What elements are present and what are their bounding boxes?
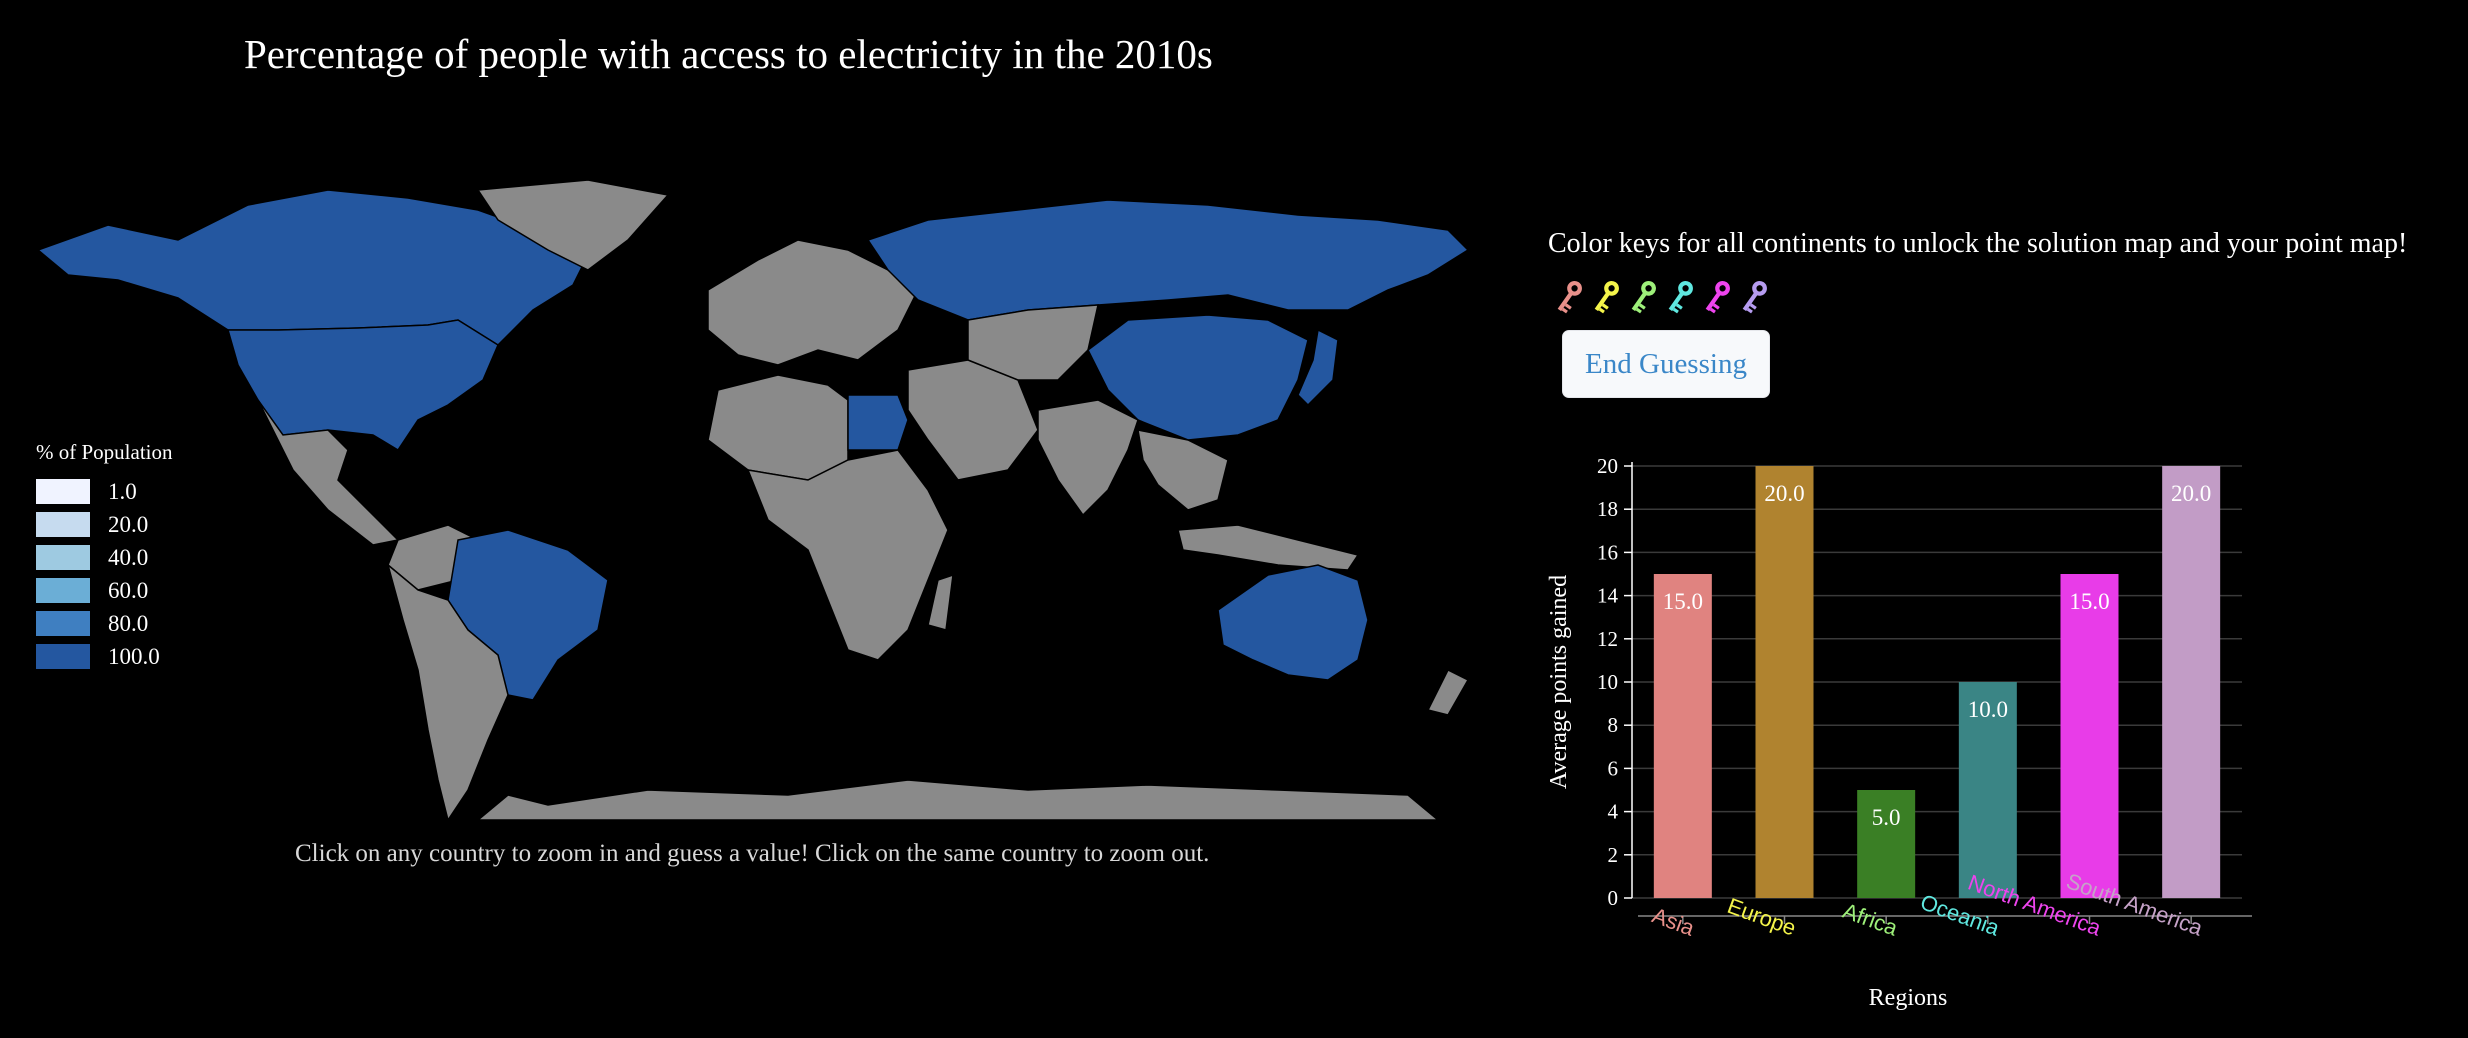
country-europe[interactable]	[707, 239, 919, 366]
legend-item: 20.0	[36, 508, 256, 541]
y-tick-label: 14	[1597, 584, 1619, 608]
country-southeast-asia[interactable]	[1137, 429, 1229, 511]
country-greenland[interactable]	[476, 180, 670, 271]
legend-item: 80.0	[36, 607, 256, 640]
north-america-key-icon	[1705, 280, 1730, 314]
country-madagascar[interactable]	[927, 573, 954, 631]
x-category-label: Europe	[1724, 893, 1799, 941]
world-map[interactable]	[28, 180, 1478, 820]
map-instructions: Click on any country to zoom in and gues…	[295, 840, 1210, 867]
country-india[interactable]	[1037, 399, 1139, 517]
legend-item: 100.0	[36, 640, 256, 673]
bar-south-america	[2162, 466, 2221, 898]
y-tick-label: 4	[1608, 800, 1619, 824]
bar-oceania	[1958, 682, 2017, 898]
y-tick-label: 2	[1608, 843, 1619, 867]
legend-label: 20.0	[108, 511, 149, 537]
end-guessing-button[interactable]: End Guessing	[1562, 330, 1770, 398]
legend-item: 1.0	[36, 475, 256, 508]
x-category-label: Africa	[1840, 898, 1902, 941]
bar-value-label: 15.0	[1663, 589, 1703, 614]
y-tick-label: 6	[1608, 756, 1619, 780]
country-south-america-rest[interactable]	[386, 562, 509, 820]
bar-africa	[1857, 790, 1916, 898]
country-canada[interactable]	[36, 189, 590, 346]
bar-value-label: 15.0	[2069, 589, 2109, 614]
europe-key-icon	[1594, 280, 1619, 314]
country-africa-south[interactable]	[746, 449, 949, 661]
country-japan[interactable]	[1297, 328, 1339, 407]
x-axis-title: Regions	[1869, 985, 1948, 1011]
y-tick-label: 8	[1608, 713, 1619, 737]
country-australia[interactable]	[1217, 564, 1369, 681]
continent-keys	[1552, 278, 1770, 316]
country-indonesia[interactable]	[1177, 524, 1360, 571]
y-tick-label: 10	[1597, 670, 1618, 694]
y-axis-title: Average points gained	[1546, 575, 1572, 789]
legend-swatch	[36, 545, 90, 570]
legend-swatch	[36, 644, 90, 669]
legend-swatch	[36, 578, 90, 603]
legend-label: 1.0	[108, 478, 137, 504]
south-america-key-icon	[1742, 280, 1767, 314]
legend-label: 100.0	[108, 643, 160, 669]
keys-instructions: Color keys for all continents to unlock …	[1548, 228, 2408, 259]
legend-swatch	[36, 611, 90, 636]
page-title: Percentage of people with access to elec…	[244, 31, 1213, 77]
country-mexico[interactable]	[257, 399, 400, 546]
bar-value-label: 10.0	[1968, 697, 2008, 722]
bar-asia	[1653, 574, 1712, 898]
x-category-label: Asia	[1649, 903, 1698, 941]
legend-item: 40.0	[36, 541, 256, 574]
bar-value-label: 20.0	[2171, 481, 2211, 506]
country-central-asia[interactable]	[967, 304, 1099, 381]
africa-key-icon	[1631, 280, 1656, 314]
y-tick-label: 0	[1608, 886, 1619, 910]
country-egypt[interactable]	[847, 394, 909, 451]
country-china[interactable]	[1087, 314, 1309, 441]
country-new-zealand[interactable]	[1426, 668, 1470, 716]
y-tick-label: 12	[1597, 627, 1618, 651]
bar-north-america	[2060, 574, 2119, 898]
legend-label: 40.0	[108, 544, 149, 570]
oceania-key-icon	[1668, 280, 1693, 314]
legend-swatch	[36, 479, 90, 504]
y-tick-label: 18	[1597, 497, 1618, 521]
legend-swatch	[36, 512, 90, 537]
bar-europe	[1755, 466, 1814, 898]
asia-key-icon	[1557, 280, 1582, 314]
bar-value-label: 5.0	[1872, 805, 1901, 830]
legend-label: 80.0	[108, 610, 149, 636]
legend-item: 60.0	[36, 574, 256, 607]
bar-value-label: 20.0	[1764, 481, 1804, 506]
y-tick-label: 20	[1597, 454, 1618, 478]
map-legend: % of Population 1.0 20.0 40.0 60.0 80.0 100.0	[36, 440, 256, 673]
legend-label: 60.0	[108, 577, 149, 603]
legend-title: % of Population	[36, 440, 173, 464]
y-tick-label: 16	[1597, 540, 1618, 564]
country-antarctica[interactable]	[476, 779, 1440, 820]
